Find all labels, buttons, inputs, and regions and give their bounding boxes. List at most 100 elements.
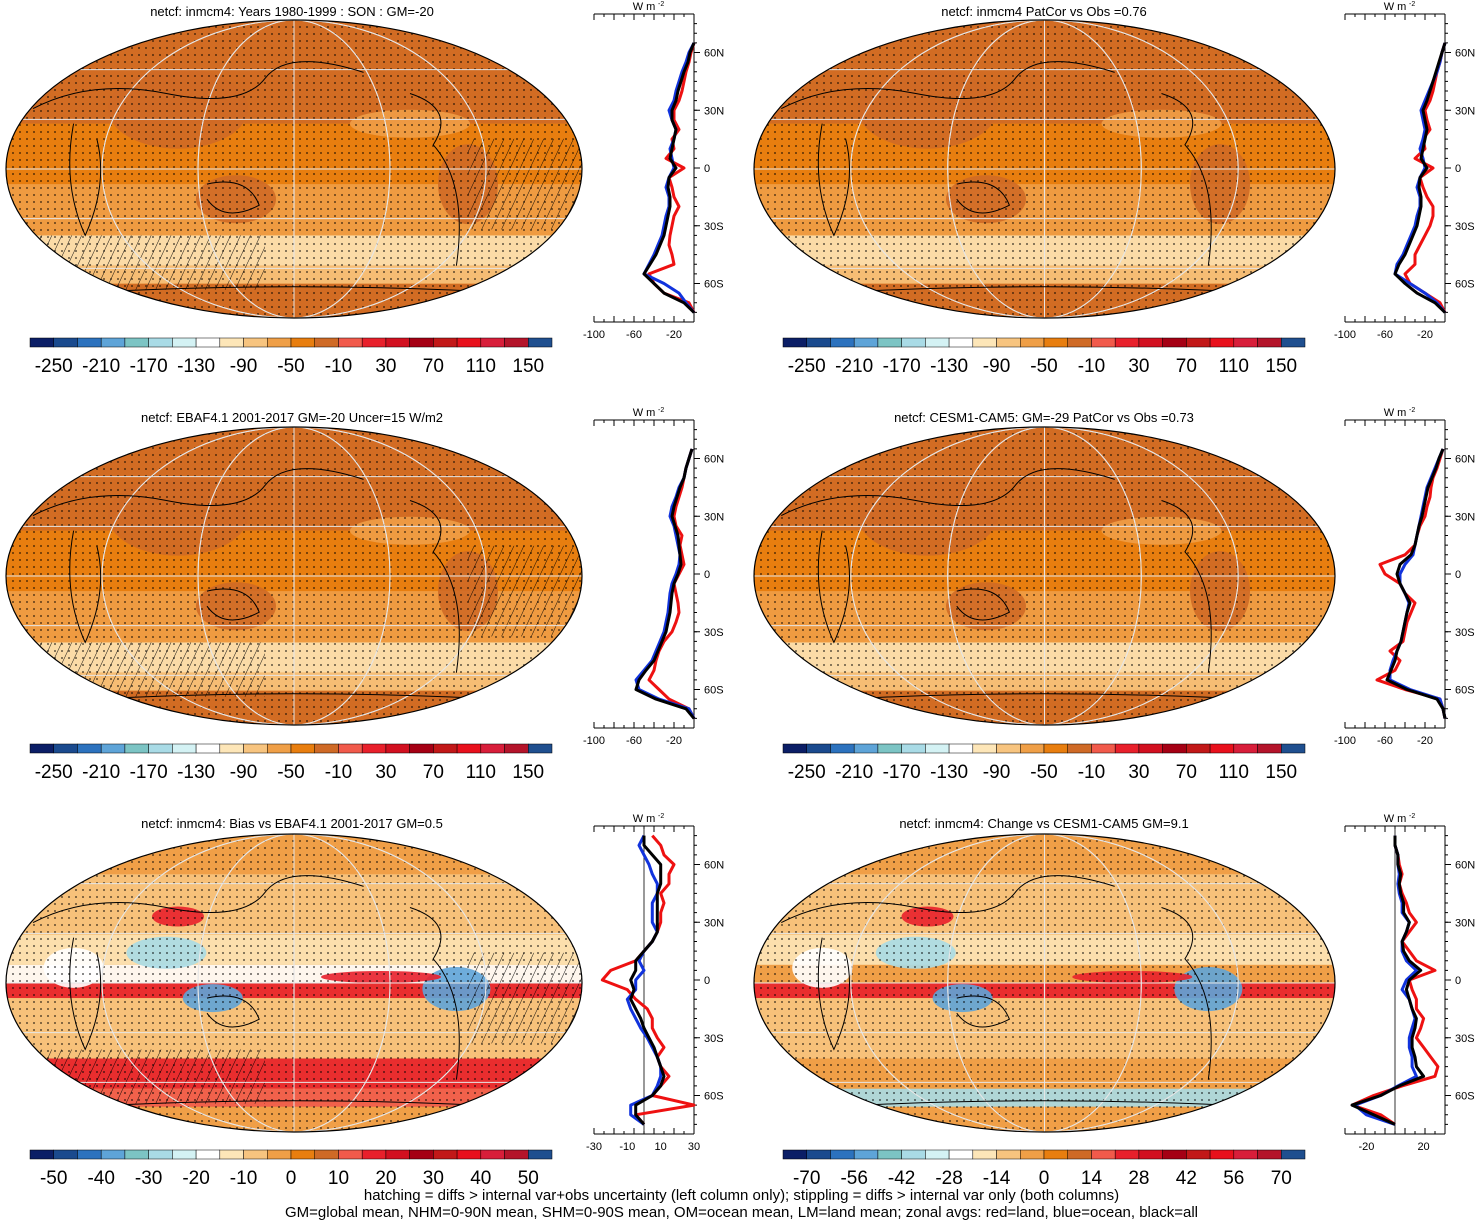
x-tick-label: -10 [619, 1141, 635, 1153]
colorbar-swatch [53, 743, 78, 754]
colorbar-label: -250 [788, 356, 826, 377]
colorbar-swatch [433, 1149, 458, 1160]
colorbar-label: -250 [788, 762, 826, 783]
lat-label: 0 [704, 975, 710, 987]
colorbar-swatch [338, 743, 363, 754]
colorbar-swatch [409, 743, 434, 754]
colorbar-swatch [504, 743, 529, 754]
profile-units: W m [1384, 1, 1407, 13]
colorbar-label: -10 [1078, 356, 1105, 377]
x-tick-label: -60 [1377, 329, 1393, 341]
colorbar-swatch [972, 337, 997, 348]
colorbar-swatch [948, 337, 974, 348]
colorbar-label: 30 [375, 762, 396, 783]
graticule [6, 834, 582, 1132]
colorbar-label: -50 [1030, 762, 1057, 783]
map-title: netcf: CESM1-CAM5: GM=-29 PatCor vs Obs … [894, 410, 1194, 425]
colorbar-label: -90 [230, 356, 257, 377]
colorbar-label: 150 [512, 356, 544, 377]
map-outline [753, 833, 1336, 1133]
colorbar-swatch [172, 337, 197, 348]
colorbar-swatch [1209, 1149, 1235, 1160]
profile-line-ocean [1353, 835, 1418, 1126]
colorbar-swatch [1281, 743, 1306, 754]
profile-line-all [634, 448, 696, 720]
colorbar-label: 50 [518, 1168, 539, 1189]
colorbar-swatch [195, 337, 221, 348]
colorbar-label: -10 [325, 762, 352, 783]
colorbar-label: 70 [1271, 1168, 1292, 1189]
colorbar-swatch [996, 1149, 1021, 1160]
colorbar-label: -50 [40, 1168, 67, 1189]
colorbar: -50 -40 -30 -20 -10 0 10 20 30 40 50 [29, 1149, 553, 1189]
colorbar-label: 30 [375, 356, 396, 377]
colorbar-swatch [267, 743, 292, 754]
colorbar-label: 28 [1128, 1168, 1149, 1189]
colorbar: -70 -56 -42 -28 -14 0 14 28 42 56 70 [782, 1149, 1306, 1189]
colorbar-label: -70 [793, 1168, 820, 1189]
x-tick-label: -20 [1358, 1141, 1374, 1153]
graticule [6, 20, 582, 318]
colorbar-swatch [528, 743, 553, 754]
colorbar-swatch [1020, 743, 1045, 754]
colorbar-swatch [948, 1149, 974, 1160]
colorbar-swatch [806, 1149, 831, 1160]
colorbar-swatch [1138, 337, 1163, 348]
colorbar-swatch [830, 337, 855, 348]
colorbar-swatch [77, 1149, 102, 1160]
colorbar-label: 20 [375, 1168, 396, 1189]
colorbar-label: -40 [87, 1168, 114, 1189]
map-field [754, 427, 1335, 725]
colorbar-swatch [433, 743, 458, 754]
colorbar-swatch [901, 337, 926, 348]
colorbar-swatch [480, 337, 505, 348]
colorbar-swatch [1114, 337, 1140, 348]
colorbar-swatch [996, 337, 1021, 348]
colorbar-swatch [195, 743, 221, 754]
colorbar-swatch [972, 1149, 997, 1160]
colorbar-swatch [1233, 1149, 1258, 1160]
colorbar-swatch [1091, 1149, 1116, 1160]
zonal-profile: W m -2 60N 30N 0 30S 60S -20 20 [1344, 813, 1475, 1153]
colorbar-swatch [1257, 1149, 1282, 1160]
colorbar-label: -250 [35, 762, 73, 783]
colorbar-swatch [853, 337, 879, 348]
colorbar-swatch [901, 1149, 926, 1160]
colorbar-swatch [877, 743, 902, 754]
lat-label: 0 [1455, 163, 1461, 175]
lat-label: 0 [704, 569, 710, 581]
colorbar-label: -130 [930, 762, 968, 783]
colorbar: -250 -210 -170 -130 -90 -50 -10 30 70 110 150 [29, 743, 553, 783]
footer-note-2: GM=global mean, NHM=0-90N mean, SHM=0-90… [284, 1204, 1198, 1221]
colorbar-swatch [290, 1149, 315, 1160]
colorbar-label: -130 [930, 356, 968, 377]
profile-units-sup: -2 [1409, 813, 1415, 820]
colorbar-label: -28 [935, 1168, 962, 1189]
lat-label: 30N [1455, 511, 1475, 523]
lat-label: 60N [704, 48, 724, 60]
colorbar-swatch [172, 743, 197, 754]
colorbar-label: -170 [883, 762, 921, 783]
colorbar-swatch [100, 743, 126, 754]
colorbar-swatch [1281, 1149, 1306, 1160]
x-tick-label: -20 [1417, 735, 1433, 747]
colorbar-swatch [806, 337, 831, 348]
zonal-profile: W m -2 60N 30N 0 30S 60S -30 -10 10 30 [586, 813, 724, 1153]
colorbar-label: 14 [1081, 1168, 1103, 1189]
colorbar-label: -10 [230, 1168, 257, 1189]
profile-line-all [642, 42, 696, 314]
lat-label: 60S [1455, 279, 1475, 291]
colorbar-swatch [77, 337, 102, 348]
lat-label: 30S [704, 1033, 724, 1045]
colorbar-swatch [148, 1149, 173, 1160]
lat-label: 60N [1455, 454, 1475, 466]
colorbar-swatch [1186, 1149, 1211, 1160]
profile-units-sup: -2 [1409, 407, 1415, 414]
profile-units-sup: -2 [658, 813, 664, 820]
colorbar-swatch [29, 1149, 54, 1160]
colorbar-label: -210 [82, 762, 120, 783]
colorbar-swatch [948, 743, 974, 754]
colorbar-swatch [925, 1149, 950, 1160]
colorbar-swatch [361, 1149, 387, 1160]
colorbar-swatch [361, 743, 387, 754]
